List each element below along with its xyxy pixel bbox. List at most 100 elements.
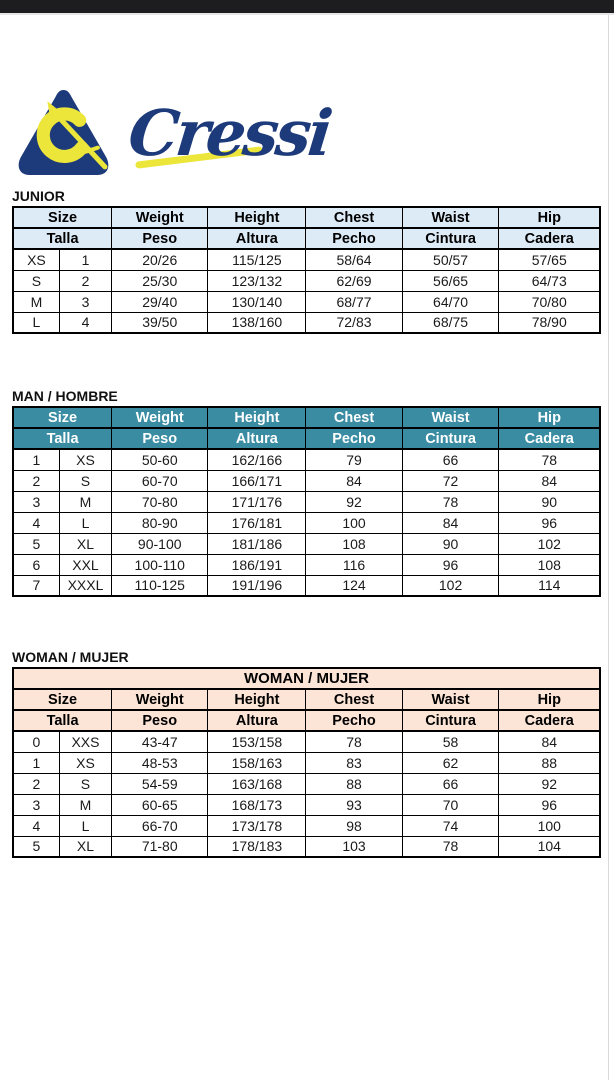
column-header: Size	[12, 406, 113, 429]
table-cell: 71-80	[111, 835, 209, 858]
column-header: Hip	[498, 688, 601, 711]
table-cell: 173/178	[207, 814, 307, 837]
table-cell: 114	[498, 574, 601, 597]
column-header: Cadera	[498, 227, 601, 250]
column-header: Cintura	[401, 227, 500, 250]
table-cell: 78	[401, 490, 500, 513]
table-cell: 3	[58, 290, 113, 313]
table-cell: 0	[12, 730, 60, 753]
table-title-row: WOMAN / MUJER	[12, 667, 601, 690]
column-header: Cintura	[401, 427, 500, 450]
table-cell: 3	[12, 793, 60, 816]
table-row: 4 L 80-90 176/181 100 84 96	[12, 511, 601, 534]
column-header: Waist	[401, 688, 500, 711]
table-cell: 178/183	[207, 835, 307, 858]
table-cell: 100	[498, 814, 601, 837]
table-cell: 153/158	[207, 730, 307, 753]
table-cell: 72	[401, 469, 500, 492]
table-cell: M	[58, 793, 113, 816]
table-cell: 7	[12, 574, 60, 597]
table-cell: 92	[305, 490, 403, 513]
table-cell: 25/30	[111, 269, 209, 292]
column-header: Cintura	[401, 709, 500, 732]
table-cell: 80-90	[111, 511, 209, 534]
table-cell: 62/69	[305, 269, 403, 292]
column-header: Talla	[12, 427, 113, 450]
table-cell: 4	[58, 311, 113, 334]
column-header: Waist	[401, 406, 500, 429]
table-cell: 186/191	[207, 553, 307, 576]
table-cell: 84	[401, 511, 500, 534]
column-header: Chest	[305, 406, 403, 429]
table-row: M 3 29/40 130/140 68/77 64/70 70/80	[12, 290, 601, 313]
table-cell: 68/77	[305, 290, 403, 313]
table-cell: XXS	[58, 730, 113, 753]
table-cell: 110-125	[111, 574, 209, 597]
table-cell: L	[58, 511, 113, 534]
table-cell: 29/40	[111, 290, 209, 313]
table-cell: 158/163	[207, 751, 307, 774]
table-row: 2 S 54-59 163/168 88 66 92	[12, 772, 601, 795]
table-header-row: Talla Peso Altura Pecho Cintura Cadera	[12, 709, 601, 732]
table-cell: 70/80	[498, 290, 601, 313]
column-header: Hip	[498, 406, 601, 429]
table-cell: 70-80	[111, 490, 209, 513]
table-cell: 56/65	[401, 269, 500, 292]
table-cell: 90	[498, 490, 601, 513]
table-cell: 64/73	[498, 269, 601, 292]
table-cell: 162/166	[207, 448, 307, 471]
table-row: XS 1 20/26 115/125 58/64 50/57 57/65	[12, 248, 601, 271]
table-header-row: Size Weight Height Chest Waist Hip	[12, 406, 601, 429]
table-cell: 68/75	[401, 311, 500, 334]
column-header: Height	[207, 406, 307, 429]
table-cell: 50-60	[111, 448, 209, 471]
table-cell: 93	[305, 793, 403, 816]
table-cell: 92	[498, 772, 601, 795]
top-black-bar	[0, 0, 614, 15]
table-row: L 4 39/50 138/160 72/83 68/75 78/90	[12, 311, 601, 334]
table-title: WOMAN / MUJER	[12, 667, 601, 690]
table-cell: 83	[305, 751, 403, 774]
section-label-junior: JUNIOR	[12, 188, 65, 204]
column-header: Talla	[12, 227, 113, 250]
column-header: Weight	[111, 206, 209, 229]
column-header: Altura	[207, 709, 307, 732]
table-cell: 43-47	[111, 730, 209, 753]
table-cell: 60-70	[111, 469, 209, 492]
table-cell: 57/65	[498, 248, 601, 271]
table-cell: 90-100	[111, 532, 209, 555]
section-label-woman: WOMAN / MUJER	[12, 649, 129, 665]
table-row: 4 L 66-70 173/178 98 74 100	[12, 814, 601, 837]
table-cell: 4	[12, 814, 60, 837]
table-cell: 171/176	[207, 490, 307, 513]
table-row: 2 S 60-70 166/171 84 72 84	[12, 469, 601, 492]
column-header: Weight	[111, 688, 209, 711]
table-cell: S	[12, 269, 60, 292]
column-header: Waist	[401, 206, 500, 229]
table-cell: 96	[498, 793, 601, 816]
column-header: Pecho	[305, 227, 403, 250]
cressi-logo: Cressi	[12, 86, 337, 181]
table-cell: 130/140	[207, 290, 307, 313]
table-cell: L	[58, 814, 113, 837]
table-cell: 181/186	[207, 532, 307, 555]
table-cell: 66	[401, 772, 500, 795]
column-header: Pecho	[305, 427, 403, 450]
table-cell: 50/57	[401, 248, 500, 271]
table-cell: 103	[305, 835, 403, 858]
table-cell: 124	[305, 574, 403, 597]
table-cell: 90	[401, 532, 500, 555]
table-row: 0 XXS 43-47 153/158 78 58 84	[12, 730, 601, 753]
column-header: Chest	[305, 688, 403, 711]
table-cell: 84	[305, 469, 403, 492]
table-row: 1 XS 50-60 162/166 79 66 78	[12, 448, 601, 471]
junior-size-table: Size Weight Height Chest Waist Hip Talla Peso Al…	[12, 206, 601, 334]
table-cell: 66-70	[111, 814, 209, 837]
table-cell: 5	[12, 835, 60, 858]
brand-wordmark: Cressi	[125, 96, 334, 170]
table-cell: M	[12, 290, 60, 313]
table-cell: 163/168	[207, 772, 307, 795]
right-edge-line	[608, 15, 609, 1080]
column-header: Talla	[12, 709, 113, 732]
